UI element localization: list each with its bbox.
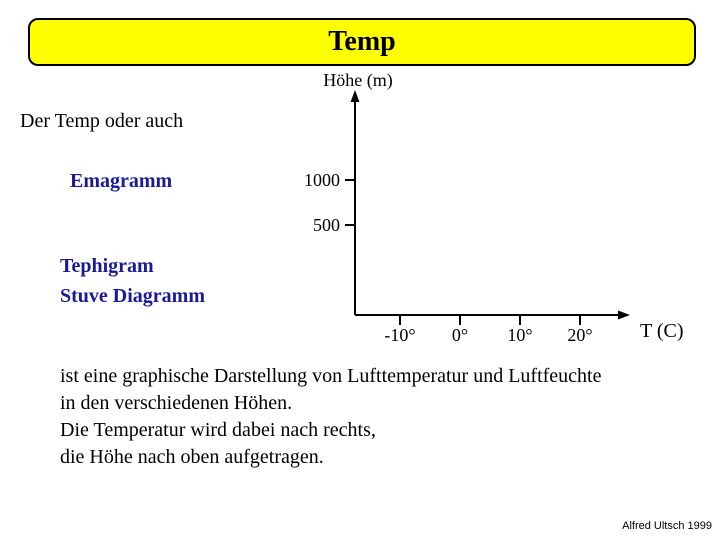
y-tick-label-500: 500 (290, 215, 340, 236)
x-tick-label-0: 0° (440, 325, 480, 346)
x-tick-label-10: 10° (500, 325, 540, 346)
y-tick-label-1000: 1000 (290, 170, 340, 191)
desc-line-3: Die Temperatur wird dabei nach rechts, (60, 419, 376, 442)
desc-line-1: ist eine graphische Darstellung von Luft… (60, 365, 601, 388)
x-axis-title: T (C) (640, 320, 684, 343)
desc-line-2: in den verschiedenen Höhen. (60, 392, 292, 415)
x-tick-label-neg10: -10° (380, 325, 420, 346)
x-tick-label-20: 20° (560, 325, 600, 346)
desc-line-4: die Höhe nach oben aufgetragen. (60, 446, 324, 469)
footer-credit: Alfred Ultsch 1999 (622, 520, 712, 532)
